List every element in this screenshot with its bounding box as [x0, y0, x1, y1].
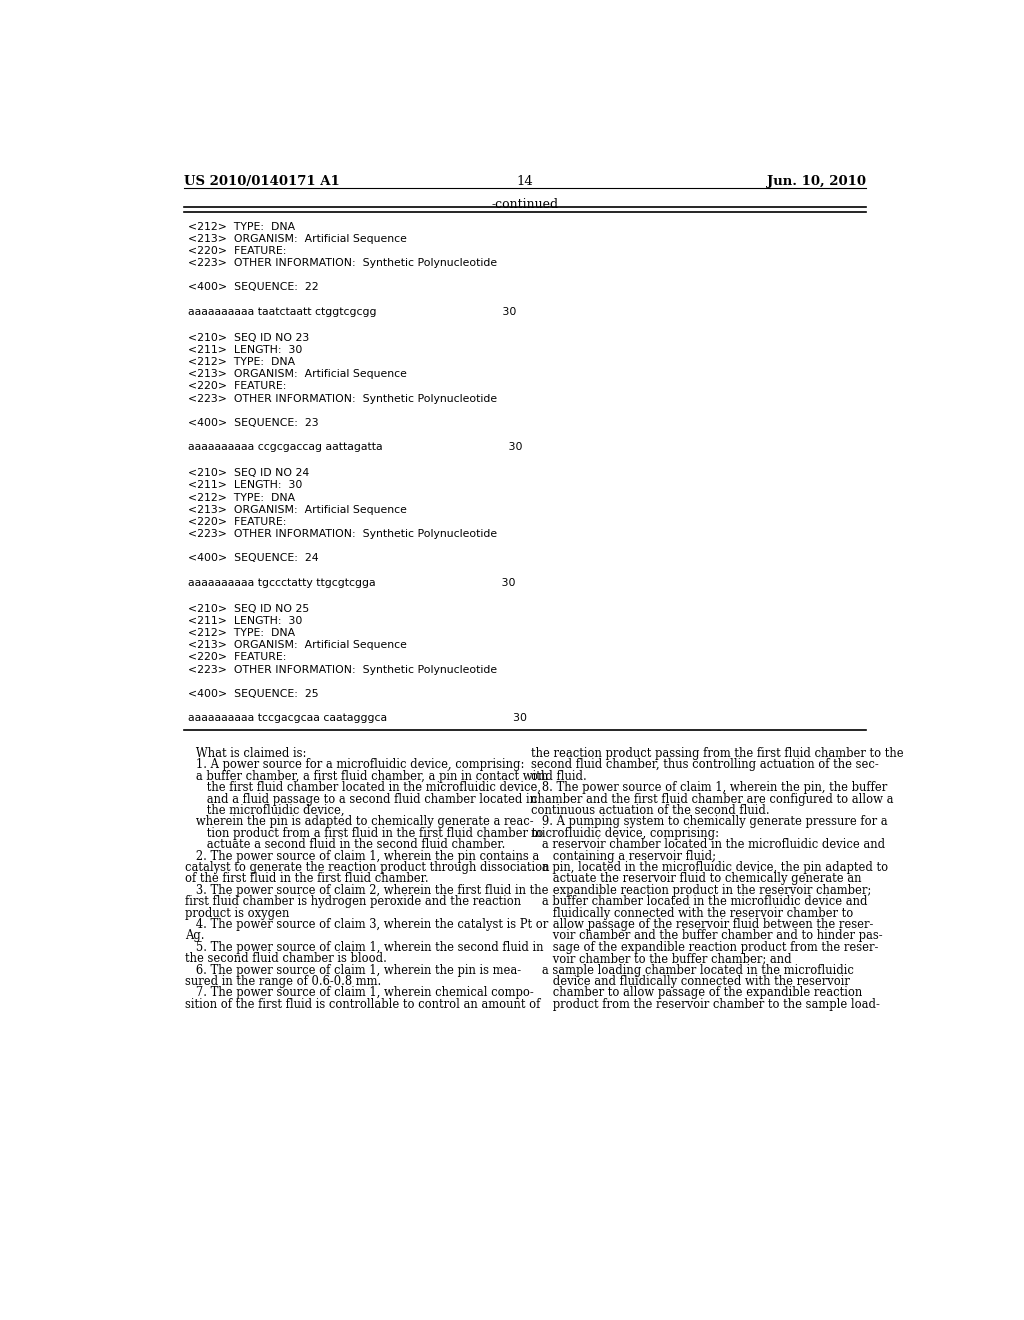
Text: Ag.: Ag.	[185, 929, 205, 942]
Text: <400>  SEQUENCE:  24: <400> SEQUENCE: 24	[187, 553, 318, 564]
Text: microfluidic device, comprising:: microfluidic device, comprising:	[531, 826, 719, 840]
Text: <213>  ORGANISM:  Artificial Sequence: <213> ORGANISM: Artificial Sequence	[187, 234, 407, 244]
Text: <212>  TYPE:  DNA: <212> TYPE: DNA	[187, 492, 295, 503]
Text: catalyst to generate the reaction product through dissociation: catalyst to generate the reaction produc…	[185, 861, 550, 874]
Text: <223>  OTHER INFORMATION:  Synthetic Polynucleotide: <223> OTHER INFORMATION: Synthetic Polyn…	[187, 529, 497, 539]
Text: actuate the reservoir fluid to chemically generate an: actuate the reservoir fluid to chemicall…	[531, 873, 861, 886]
Text: first fluid chamber is hydrogen peroxide and the reaction: first fluid chamber is hydrogen peroxide…	[185, 895, 521, 908]
Text: sured in the range of 0.6-0.8 mm.: sured in the range of 0.6-0.8 mm.	[185, 975, 382, 987]
Text: sage of the expandible reaction product from the reser-: sage of the expandible reaction product …	[531, 941, 879, 954]
Text: fluidically connected with the reservoir chamber to: fluidically connected with the reservoir…	[531, 907, 853, 920]
Text: actuate a second fluid in the second fluid chamber.: actuate a second fluid in the second flu…	[185, 838, 506, 851]
Text: US 2010/0140171 A1: US 2010/0140171 A1	[183, 176, 340, 189]
Text: <220>  FEATURE:: <220> FEATURE:	[187, 381, 286, 392]
Text: the second fluid chamber is blood.: the second fluid chamber is blood.	[185, 952, 387, 965]
Text: aaaaaaaaaa ccgcgaccag aattagatta                                    30: aaaaaaaaaa ccgcgaccag aattagatta 30	[187, 442, 522, 453]
Text: <212>  TYPE:  DNA: <212> TYPE: DNA	[187, 222, 295, 231]
Text: voir chamber to the buffer chamber; and: voir chamber to the buffer chamber; and	[531, 952, 792, 965]
Text: What is claimed is:: What is claimed is:	[185, 747, 307, 760]
Text: 2. The power source of claim 1, wherein the pin contains a: 2. The power source of claim 1, wherein …	[185, 850, 540, 862]
Text: 7. The power source of claim 1, wherein chemical compo-: 7. The power source of claim 1, wherein …	[185, 986, 535, 999]
Text: 6. The power source of claim 1, wherein the pin is mea-: 6. The power source of claim 1, wherein …	[185, 964, 521, 977]
Text: chamber and the first fluid chamber are configured to allow a: chamber and the first fluid chamber are …	[531, 792, 894, 805]
Text: containing a reservoir fluid;: containing a reservoir fluid;	[531, 850, 716, 862]
Text: aaaaaaaaaa tgccctatty ttgcgtcgga                                    30: aaaaaaaaaa tgccctatty ttgcgtcgga 30	[187, 578, 515, 587]
Text: a buffer chamber located in the microfluidic device and: a buffer chamber located in the microflu…	[531, 895, 867, 908]
Text: expandible reaction product in the reservoir chamber;: expandible reaction product in the reser…	[531, 883, 871, 896]
Text: <213>  ORGANISM:  Artificial Sequence: <213> ORGANISM: Artificial Sequence	[187, 504, 407, 515]
Text: 1. A power source for a microfluidic device, comprising:: 1. A power source for a microfluidic dev…	[185, 759, 524, 771]
Text: second fluid chamber, thus controlling actuation of the sec-: second fluid chamber, thus controlling a…	[531, 759, 879, 771]
Text: <220>  FEATURE:: <220> FEATURE:	[187, 652, 286, 663]
Text: of the first fluid in the first fluid chamber.: of the first fluid in the first fluid ch…	[185, 873, 429, 886]
Text: aaaaaaaaaa tccgacgcaa caatagggca                                    30: aaaaaaaaaa tccgacgcaa caatagggca 30	[187, 713, 526, 723]
Text: 14: 14	[516, 176, 534, 189]
Text: <212>  TYPE:  DNA: <212> TYPE: DNA	[187, 628, 295, 638]
Text: <223>  OTHER INFORMATION:  Synthetic Polynucleotide: <223> OTHER INFORMATION: Synthetic Polyn…	[187, 257, 497, 268]
Text: 5. The power source of claim 1, wherein the second fluid in: 5. The power source of claim 1, wherein …	[185, 941, 544, 954]
Text: <220>  FEATURE:: <220> FEATURE:	[187, 246, 286, 256]
Text: a buffer chamber, a first fluid chamber, a pin in contact with: a buffer chamber, a first fluid chamber,…	[185, 770, 549, 783]
Text: <400>  SEQUENCE:  25: <400> SEQUENCE: 25	[187, 689, 318, 698]
Text: a reservoir chamber located in the microfluidic device and: a reservoir chamber located in the micro…	[531, 838, 885, 851]
Text: the microfluidic device,: the microfluidic device,	[185, 804, 345, 817]
Text: <400>  SEQUENCE:  23: <400> SEQUENCE: 23	[187, 418, 318, 428]
Text: a sample loading chamber located in the microfluidic: a sample loading chamber located in the …	[531, 964, 854, 977]
Text: sition of the first fluid is controllable to control an amount of: sition of the first fluid is controllabl…	[185, 998, 541, 1011]
Text: -continued: -continued	[492, 198, 558, 211]
Text: chamber to allow passage of the expandible reaction: chamber to allow passage of the expandib…	[531, 986, 862, 999]
Text: <223>  OTHER INFORMATION:  Synthetic Polynucleotide: <223> OTHER INFORMATION: Synthetic Polyn…	[187, 664, 497, 675]
Text: <223>  OTHER INFORMATION:  Synthetic Polynucleotide: <223> OTHER INFORMATION: Synthetic Polyn…	[187, 393, 497, 404]
Text: 4. The power source of claim 3, wherein the catalyst is Pt or: 4. The power source of claim 3, wherein …	[185, 917, 549, 931]
Text: the first fluid chamber located in the microfluidic device,: the first fluid chamber located in the m…	[185, 781, 542, 795]
Text: <210>  SEQ ID NO 23: <210> SEQ ID NO 23	[187, 333, 309, 343]
Text: Jun. 10, 2010: Jun. 10, 2010	[767, 176, 866, 189]
Text: 8. The power source of claim 1, wherein the pin, the buffer: 8. The power source of claim 1, wherein …	[531, 781, 887, 795]
Text: aaaaaaaaaa taatctaatt ctggtcgcgg                                    30: aaaaaaaaaa taatctaatt ctggtcgcgg 30	[187, 306, 516, 317]
Text: <213>  ORGANISM:  Artificial Sequence: <213> ORGANISM: Artificial Sequence	[187, 370, 407, 379]
Text: <213>  ORGANISM:  Artificial Sequence: <213> ORGANISM: Artificial Sequence	[187, 640, 407, 651]
Text: continuous actuation of the second fluid.: continuous actuation of the second fluid…	[531, 804, 770, 817]
Text: voir chamber and the buffer chamber and to hinder pas-: voir chamber and the buffer chamber and …	[531, 929, 883, 942]
Text: 3. The power source of claim 2, wherein the first fluid in the: 3. The power source of claim 2, wherein …	[185, 883, 549, 896]
Text: <220>  FEATURE:: <220> FEATURE:	[187, 517, 286, 527]
Text: ond fluid.: ond fluid.	[531, 770, 587, 783]
Text: product from the reservoir chamber to the sample load-: product from the reservoir chamber to th…	[531, 998, 880, 1011]
Text: tion product from a first fluid in the first fluid chamber to: tion product from a first fluid in the f…	[185, 826, 544, 840]
Text: device and fluidically connected with the reservoir: device and fluidically connected with th…	[531, 975, 850, 987]
Text: allow passage of the reservoir fluid between the reser-: allow passage of the reservoir fluid bet…	[531, 917, 873, 931]
Text: product is oxygen: product is oxygen	[185, 907, 290, 920]
Text: the reaction product passing from the first fluid chamber to the: the reaction product passing from the fi…	[531, 747, 903, 760]
Text: <211>  LENGTH:  30: <211> LENGTH: 30	[187, 616, 302, 626]
Text: <211>  LENGTH:  30: <211> LENGTH: 30	[187, 480, 302, 491]
Text: <210>  SEQ ID NO 24: <210> SEQ ID NO 24	[187, 469, 309, 478]
Text: a pin, located in the microfluidic device, the pin adapted to: a pin, located in the microfluidic devic…	[531, 861, 888, 874]
Text: <210>  SEQ ID NO 25: <210> SEQ ID NO 25	[187, 603, 309, 614]
Text: and a fluid passage to a second fluid chamber located in: and a fluid passage to a second fluid ch…	[185, 792, 538, 805]
Text: <400>  SEQUENCE:  22: <400> SEQUENCE: 22	[187, 282, 318, 292]
Text: wherein the pin is adapted to chemically generate a reac-: wherein the pin is adapted to chemically…	[185, 816, 534, 829]
Text: <212>  TYPE:  DNA: <212> TYPE: DNA	[187, 358, 295, 367]
Text: 9. A pumping system to chemically generate pressure for a: 9. A pumping system to chemically genera…	[531, 816, 888, 829]
Text: <211>  LENGTH:  30: <211> LENGTH: 30	[187, 345, 302, 355]
